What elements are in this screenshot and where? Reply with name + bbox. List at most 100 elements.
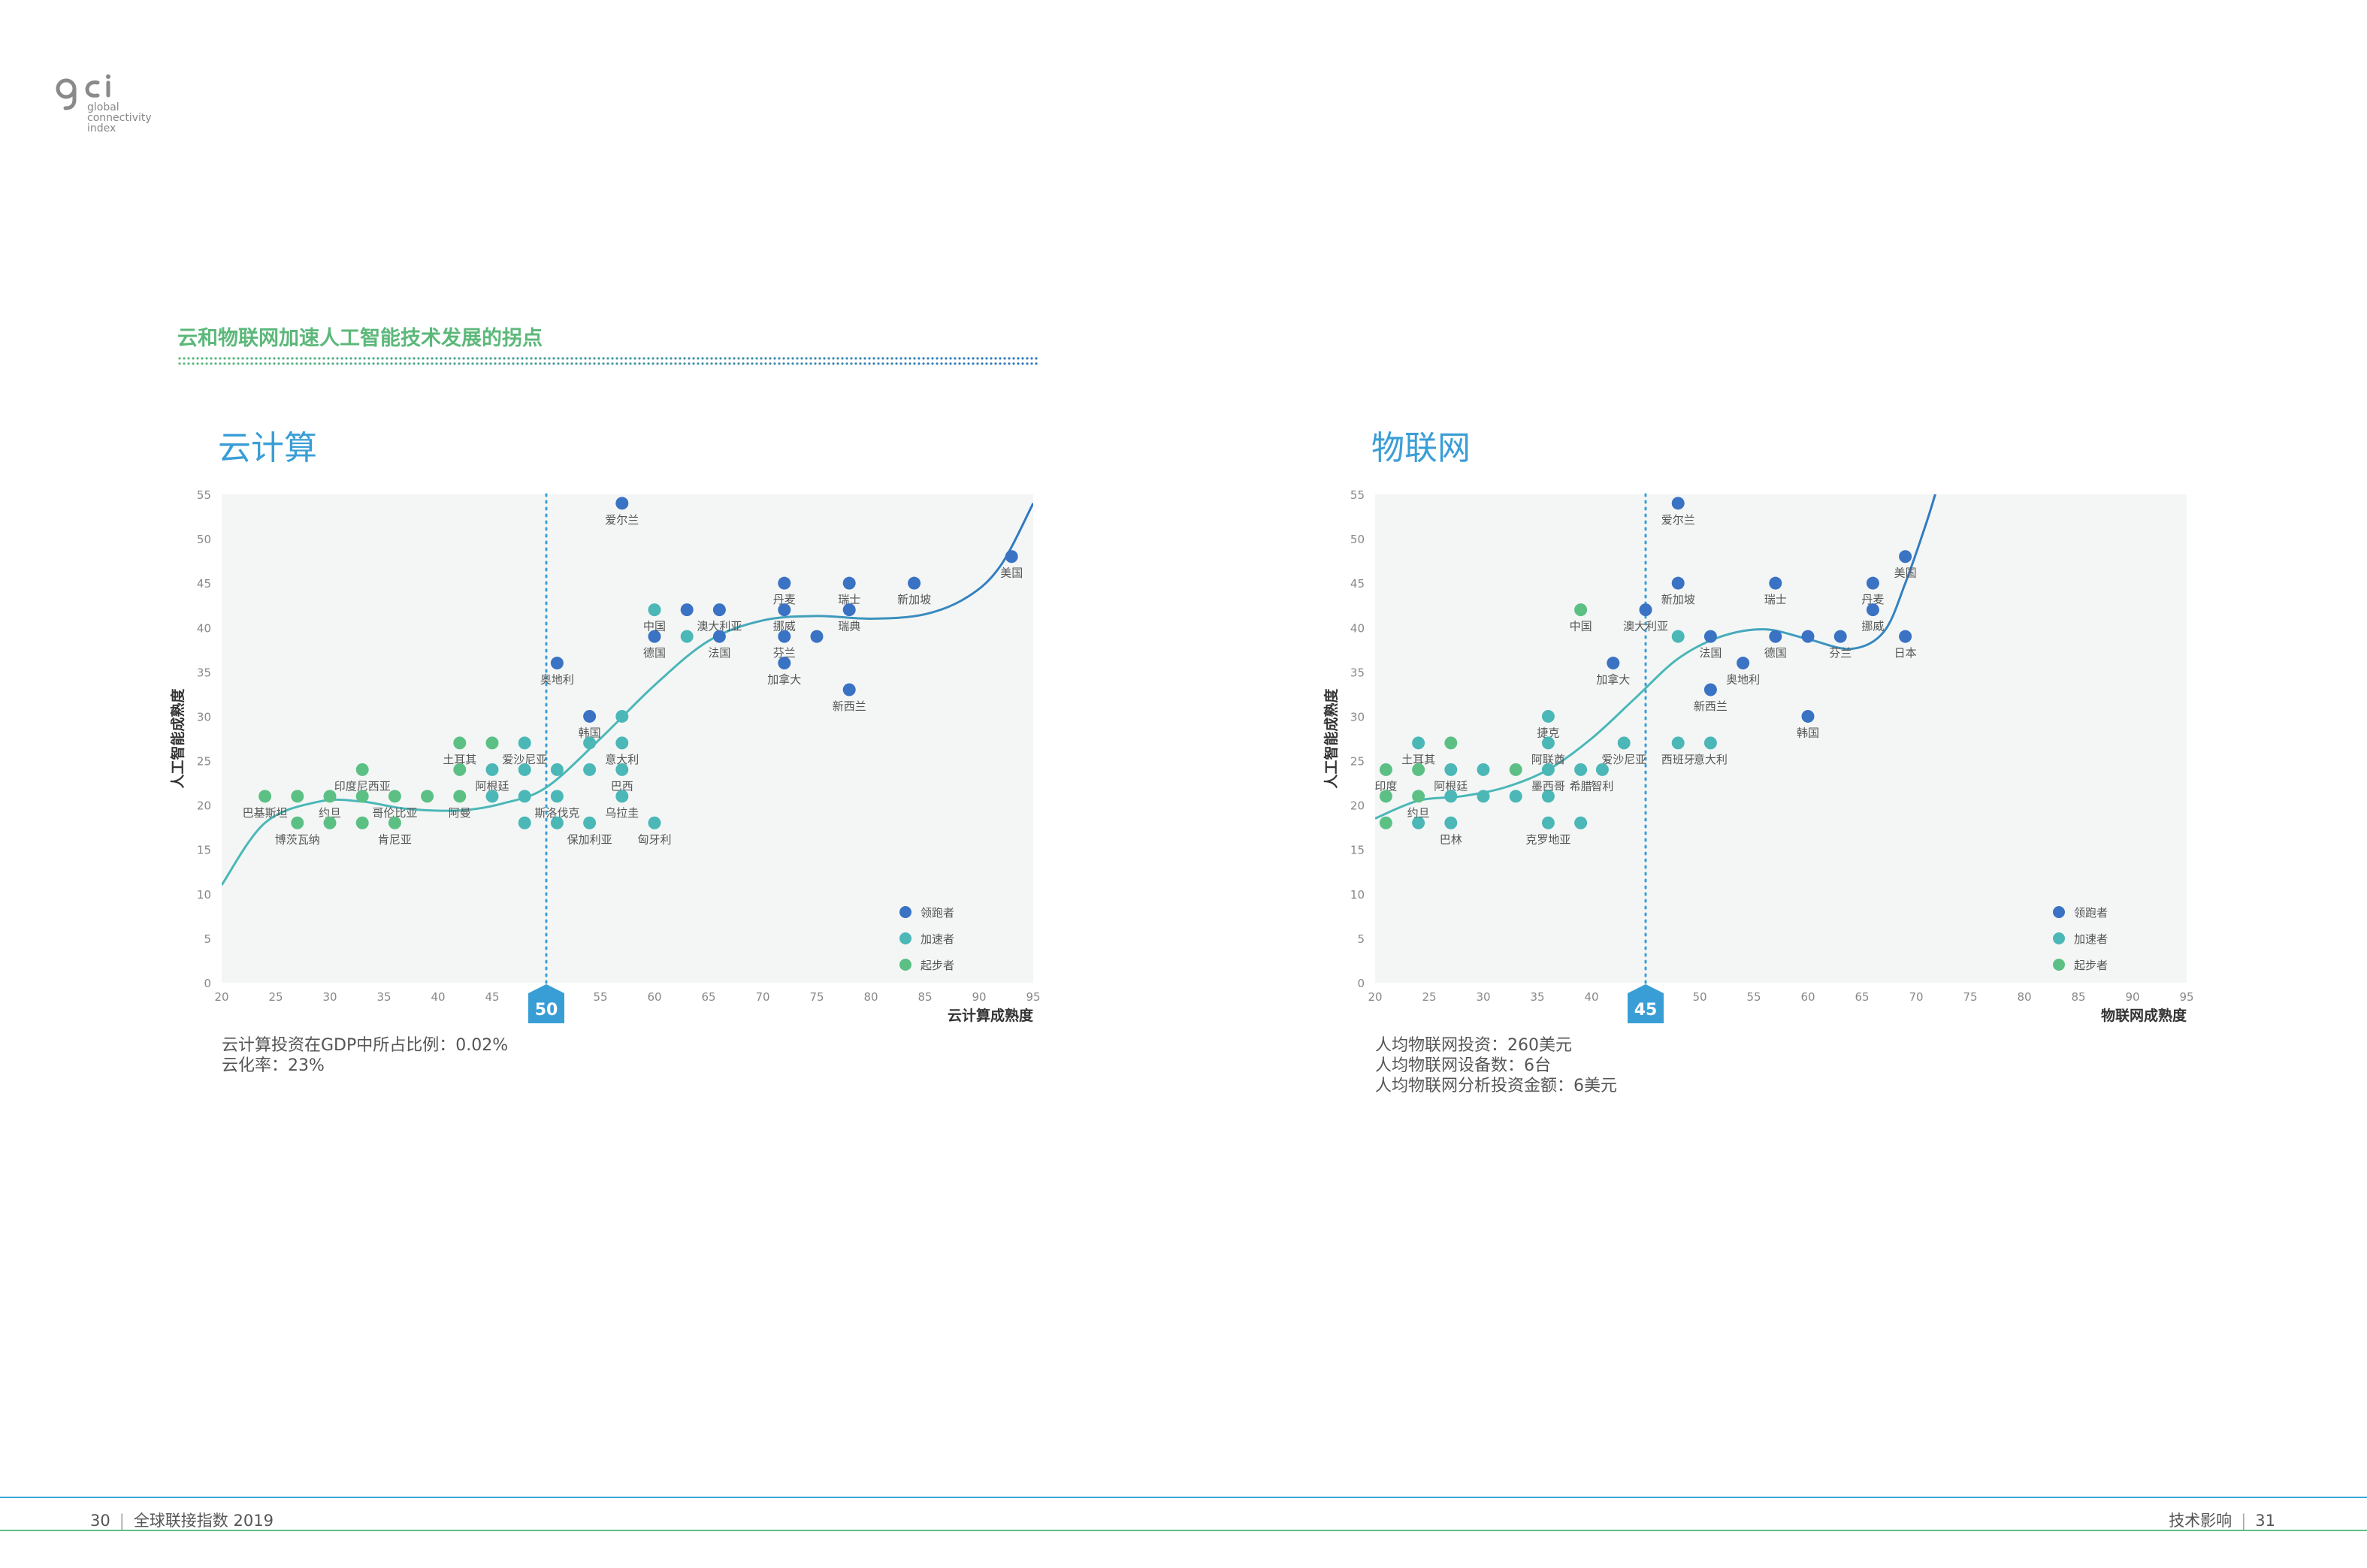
rule-dot [949, 362, 952, 365]
point-label: 澳大利亚 [1623, 620, 1668, 633]
rule-dot [467, 357, 470, 360]
rule-dot [480, 357, 483, 360]
point-label: 加拿大 [767, 673, 801, 687]
rule-dot [268, 362, 271, 365]
data-point [1005, 550, 1018, 563]
rule-dot [435, 362, 438, 365]
point-label: 韩国 [1797, 726, 1819, 739]
data-point [1509, 763, 1522, 776]
rule-dot [985, 357, 988, 360]
data-point [453, 736, 467, 750]
rule-dot [796, 362, 799, 365]
rule-dot [462, 362, 465, 365]
rule-dot [237, 362, 240, 365]
rule-dot [232, 357, 235, 360]
rule-dot [196, 357, 199, 360]
rule-dot [512, 357, 515, 360]
data-point [355, 816, 369, 829]
rule-dot [422, 357, 425, 360]
rule-dot [381, 362, 384, 365]
point-label: 芬兰 [1829, 646, 1852, 660]
rule-dot [710, 362, 713, 365]
y-tick-label: 15 [197, 844, 211, 857]
rule-dot [476, 362, 479, 365]
rule-dot [331, 362, 334, 365]
rule-dot [187, 362, 190, 365]
x-tick-label: 85 [917, 990, 932, 1004]
note-line: 云化率：23% [222, 1056, 325, 1075]
data-point [615, 763, 629, 776]
data-point [583, 763, 597, 776]
data-point [1541, 816, 1555, 829]
rule-dot [629, 357, 632, 360]
rule-dot [936, 357, 939, 360]
y-tick-label: 10 [197, 888, 211, 902]
rule-dot [913, 362, 916, 365]
rule-dot [1017, 362, 1020, 365]
rule-dot [363, 362, 366, 365]
rule-dot [976, 357, 979, 360]
rule-dot [728, 357, 731, 360]
rule-dot [769, 357, 772, 360]
data-point [1509, 790, 1522, 803]
rule-dot [561, 362, 564, 365]
rule-dot [494, 357, 497, 360]
data-point [1899, 630, 1912, 643]
section-title: 云和物联网加速人工智能技术发展的拐点 [177, 327, 543, 350]
data-point [1607, 657, 1620, 670]
x-tick-label: 55 [593, 990, 607, 1004]
footer-section-title: 技术影响 [2169, 1512, 2232, 1530]
x-tick-label: 50 [1692, 990, 1706, 1004]
iot-notes: 人均物联网投资：260美元 人均物联网设备数：6台 人均物联网分析投资金额：6美… [1375, 1035, 1617, 1096]
rule-dot [606, 357, 609, 360]
rule-dot [656, 357, 659, 360]
point-label: 肯尼亚 [378, 832, 412, 846]
point-label: 德国 [1764, 646, 1787, 660]
rule-dot [345, 362, 348, 365]
data-point [1477, 790, 1490, 803]
rule-dot [755, 362, 758, 365]
rule-dot [1003, 357, 1006, 360]
rule-dot [697, 362, 700, 365]
data-point [323, 790, 337, 803]
threshold-marker [1628, 984, 1664, 1023]
plot-area [222, 494, 1033, 983]
rule-dot [688, 357, 691, 360]
rule-dot [990, 357, 993, 360]
rule-dot [881, 362, 884, 365]
rule-dot [809, 362, 812, 365]
rule-dot [273, 362, 276, 365]
rule-dot [561, 357, 564, 360]
rule-dot [192, 357, 195, 360]
rule-dot [922, 357, 925, 360]
rule-dot [340, 362, 343, 365]
x-tick-label: 80 [863, 990, 878, 1004]
rule-dot [769, 362, 772, 365]
rule-dot [449, 362, 452, 365]
data-point [421, 790, 434, 803]
rule-dot [322, 357, 325, 360]
x-tick-label: 30 [322, 990, 337, 1004]
point-label: 阿曼 [449, 806, 471, 820]
rule-dot [895, 357, 898, 360]
cloud-scatter-chart: 0 5 10 15 20 25 30 35 40 45 50 55 20 25 30 35 40 45 55 60 65… [169, 488, 1041, 1024]
rule-dot [318, 357, 321, 360]
point-label: 澳大利亚 [697, 620, 742, 633]
rule-dot [904, 357, 907, 360]
rule-dot [972, 357, 975, 360]
rule-dot [746, 357, 749, 360]
rule-dot [232, 362, 235, 365]
rule-dot [503, 362, 506, 365]
rule-dot [782, 357, 785, 360]
rule-dot [994, 362, 997, 365]
x-tick-label: 80 [2017, 990, 2031, 1004]
rule-dot [940, 357, 943, 360]
point-label: 土耳其 [443, 753, 476, 766]
point-label: 爱尔兰 [1661, 513, 1695, 527]
data-point [712, 630, 726, 643]
rule-dot [575, 362, 578, 365]
rule-dot [890, 357, 893, 360]
data-point [1541, 709, 1555, 723]
rule-dot [674, 357, 677, 360]
x-tick-label: 55 [1746, 990, 1761, 1004]
